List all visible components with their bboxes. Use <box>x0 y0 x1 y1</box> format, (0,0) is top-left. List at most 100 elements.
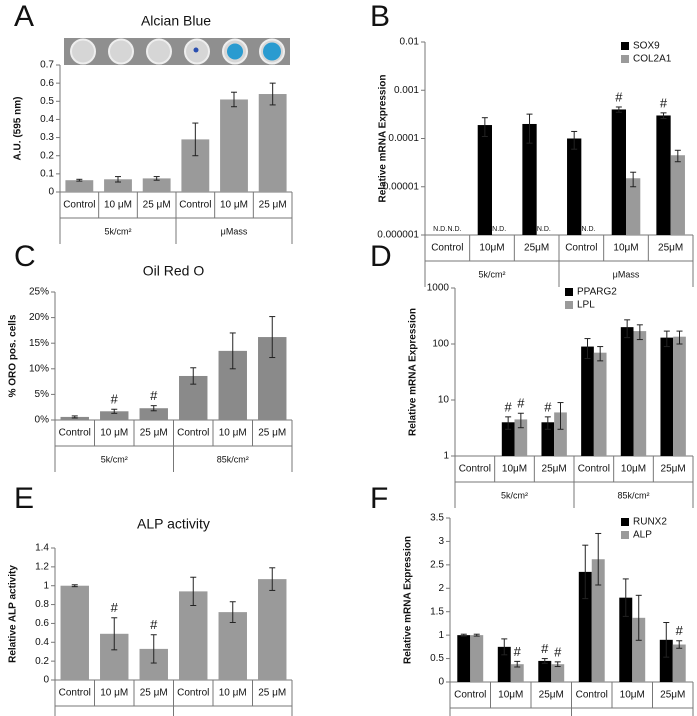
error-bar <box>460 633 467 637</box>
x-tick-label: 10μM <box>620 690 645 701</box>
y-axis-label: Relative mRNA Expression <box>403 536 414 664</box>
x-tick-label: 25 μM <box>258 688 286 699</box>
error-bar <box>676 330 683 345</box>
bar <box>626 178 641 235</box>
y-tick-label: 0.1 <box>40 168 54 179</box>
error-bar <box>622 578 629 617</box>
error-bar <box>501 638 508 656</box>
panel-letter: C <box>14 240 36 273</box>
bar <box>60 585 89 680</box>
x-tick-label: Control <box>59 428 91 439</box>
chart-title: Oil Red O <box>143 263 205 279</box>
y-axis-label: Relative mRNA Expression <box>408 308 419 436</box>
legend-swatch <box>565 288 573 296</box>
x-tick-label: 10μM <box>613 243 638 254</box>
x-tick-label: Control <box>177 688 209 699</box>
y-tick-label: 5% <box>35 389 50 400</box>
error-bar <box>635 594 642 641</box>
y-tick-label: 20% <box>29 312 49 323</box>
y-tick-label: 1 <box>438 630 444 641</box>
bar <box>672 644 686 682</box>
bar <box>522 123 537 235</box>
x-tick-label: Control <box>59 688 91 699</box>
value-label: N.D. <box>447 226 461 233</box>
x-tick-label: Control <box>431 243 463 254</box>
annotation: # <box>111 600 119 615</box>
error-bar <box>190 367 197 385</box>
y-tick-label: 10 <box>438 395 450 406</box>
annotation: # <box>505 399 513 414</box>
well-stain <box>263 42 281 61</box>
group-label: μMass <box>221 226 248 236</box>
bar <box>593 352 607 456</box>
error-bar <box>674 149 681 163</box>
legend-label: LPL <box>577 300 595 311</box>
error-bar <box>190 576 197 607</box>
x-tick-label: 10 μM <box>100 688 128 699</box>
chart-title: ALP activity <box>137 516 210 532</box>
bar <box>457 635 471 682</box>
bar <box>501 422 515 456</box>
y-tick-label: 100 <box>432 339 449 350</box>
group-label: 5k/cm² <box>479 269 506 279</box>
y-tick-label: 1.4 <box>35 543 49 554</box>
well-stain <box>227 43 243 60</box>
x-tick-label: Control <box>565 243 597 254</box>
bar <box>139 408 168 420</box>
bar <box>620 327 634 456</box>
bar <box>633 331 647 456</box>
bar <box>554 412 567 456</box>
y-tick-label: 1.2 <box>35 561 49 572</box>
x-tick-label: 25 μM <box>140 428 168 439</box>
x-tick-label: 10μM <box>498 690 523 701</box>
y-tick-label: 2.5 <box>430 559 444 570</box>
x-tick-label: 25μM <box>542 464 567 475</box>
bar <box>632 617 646 682</box>
legend-label: PPARG2 <box>577 287 617 298</box>
y-tick-label: 1 <box>43 580 49 591</box>
bar <box>477 125 492 235</box>
error-bar <box>663 621 670 658</box>
y-axis-label: Relative mRNA Expression <box>378 74 389 202</box>
legend-swatch <box>621 531 629 539</box>
y-tick-label: 0 <box>43 675 49 686</box>
error-bar <box>624 319 631 339</box>
x-tick-label: 10μM <box>479 243 504 254</box>
error-bar <box>660 112 667 119</box>
error-bar <box>571 130 578 150</box>
error-bar <box>269 82 276 106</box>
y-tick-label: 0.4 <box>35 637 49 648</box>
error-bar <box>231 91 237 108</box>
x-tick-label: 10 μM <box>220 200 248 211</box>
x-tick-label: Control <box>179 200 211 211</box>
annotation: # <box>660 95 668 110</box>
error-bar <box>526 113 533 144</box>
y-tick-label: 0% <box>35 415 50 426</box>
error-bar <box>111 617 118 651</box>
error-bar <box>615 106 622 113</box>
error-bar <box>71 584 78 588</box>
error-bar <box>153 176 160 181</box>
error-bar <box>676 640 683 649</box>
bar <box>659 639 673 682</box>
x-tick-label: 25μM <box>658 243 683 254</box>
legend-swatch <box>565 301 573 309</box>
error-bar <box>544 416 551 430</box>
y-tick-label: 15% <box>29 338 49 349</box>
value-label: N.D. <box>492 226 506 233</box>
x-tick-label: Control <box>578 464 610 475</box>
bar <box>670 155 685 235</box>
legend-label: SOX9 <box>633 41 660 52</box>
y-tick-label: 0 <box>438 677 444 688</box>
annotation: # <box>676 623 684 638</box>
legend-swatch <box>621 42 629 50</box>
y-tick-label: 1000 <box>427 283 450 294</box>
value-label: N.D. <box>537 226 551 233</box>
x-tick-label: 10μM <box>621 464 646 475</box>
bar <box>578 571 592 682</box>
x-tick-label: Control <box>454 690 486 701</box>
bar <box>60 416 89 420</box>
group-label: 85k/cm² <box>617 490 649 500</box>
bar <box>218 612 247 680</box>
y-tick-label: 0.2 <box>35 656 49 667</box>
